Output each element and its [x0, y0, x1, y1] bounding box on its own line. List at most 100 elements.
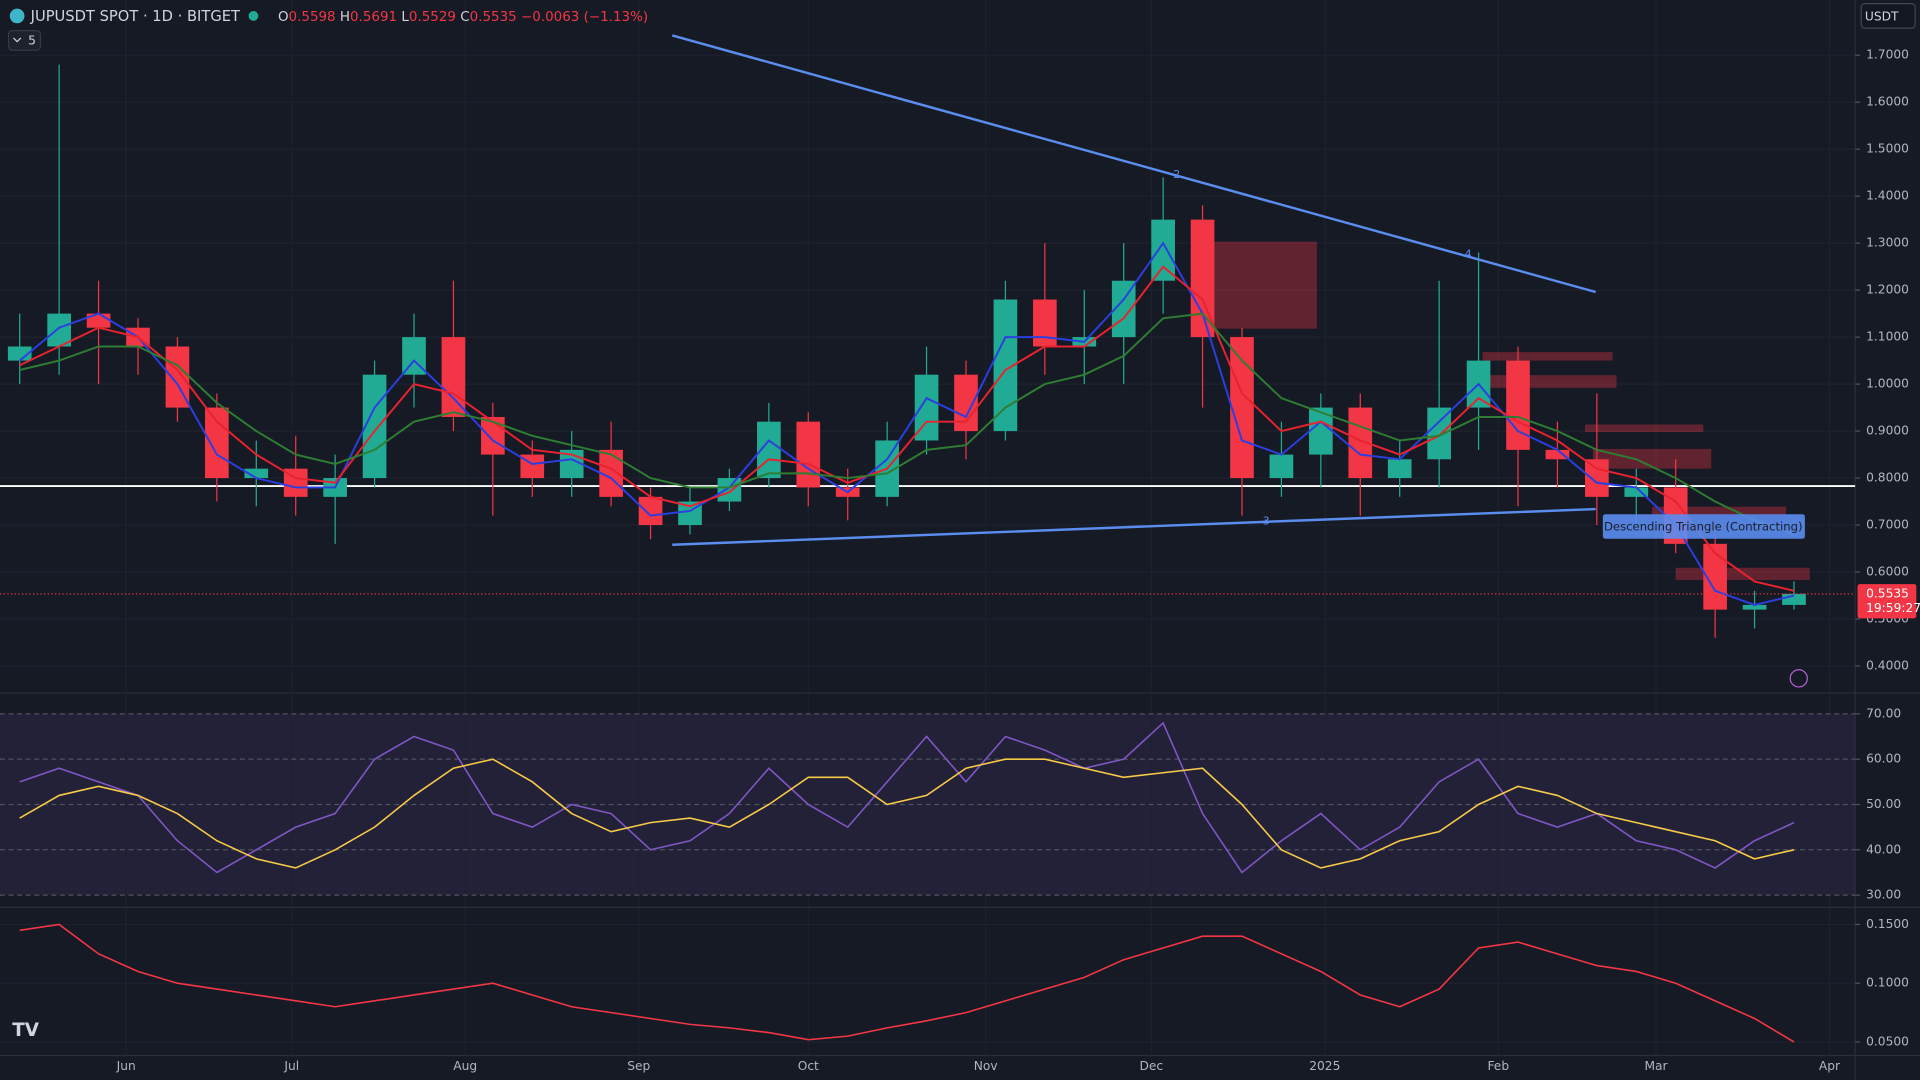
- y-tick-label: 0.1000: [1866, 976, 1909, 990]
- last-price-label: 0.5535: [1866, 586, 1909, 600]
- x-tick-label: Mar: [1644, 1059, 1668, 1073]
- y-tick-label: 1.4000: [1866, 189, 1909, 203]
- indicator-line: [19, 923, 1795, 1043]
- x-tick-label: Apr: [1819, 1059, 1841, 1073]
- ohlc-value: 0.5535: [470, 10, 517, 25]
- y-tick-label: 0.0500: [1866, 1034, 1909, 1048]
- candle-body: [638, 496, 663, 526]
- supply-zone: [1592, 448, 1712, 469]
- candle-body: [599, 449, 623, 497]
- supply-zone: [1585, 424, 1704, 433]
- supply-zone: [1482, 375, 1617, 388]
- indicator-toggle[interactable]: [7, 30, 42, 51]
- candle-body: [1506, 360, 1530, 450]
- y-tick-label: 0.8000: [1866, 471, 1909, 485]
- y-tick-label: 1.2000: [1866, 283, 1909, 297]
- countdown-label: 19:59:27: [1866, 601, 1920, 615]
- ohlc-value: 0.5529: [409, 10, 456, 25]
- candle-body: [244, 468, 269, 479]
- alert-icon[interactable]: [1789, 669, 1808, 688]
- moving-average: [19, 241, 1795, 606]
- x-tick-label: Jun: [116, 1059, 136, 1073]
- indicator-line: [19, 758, 1795, 869]
- pattern-label: Descending Triangle (Contracting): [1604, 520, 1803, 534]
- pattern-point: 2: [1173, 168, 1180, 181]
- candle-body: [717, 478, 742, 502]
- candle-body: [283, 468, 308, 497]
- y-tick-label: 1.6000: [1866, 95, 1909, 109]
- ohlc-value: 0.5691: [350, 10, 397, 25]
- y-tick-label: 0.1500: [1866, 917, 1909, 931]
- x-tick-label: Oct: [798, 1059, 819, 1073]
- candle-body: [1269, 454, 1294, 479]
- status-dot: [248, 11, 259, 21]
- pattern-box: [1602, 514, 1805, 539]
- x-tick-label: Sep: [627, 1059, 650, 1073]
- moving-average: [19, 265, 1795, 592]
- candle-body: [796, 421, 821, 488]
- y-tick-label: 0.7000: [1866, 518, 1909, 532]
- trendline: [671, 34, 1596, 294]
- candle-body: [441, 337, 466, 417]
- candle-body: [205, 407, 229, 479]
- candle-body: [1545, 449, 1570, 460]
- candle-body: [914, 374, 939, 441]
- y-tick-label: 50.00: [1866, 797, 1901, 811]
- y-tick-label: 1.0000: [1866, 377, 1909, 391]
- candle-body: [1190, 219, 1215, 338]
- x-tick-label: Nov: [974, 1059, 998, 1073]
- supply-zone: [1652, 506, 1787, 516]
- indicator-line: [19, 721, 1795, 874]
- y-tick-label: 0.9000: [1866, 424, 1909, 438]
- currency-button[interactable]: [1860, 3, 1916, 29]
- x-tick-label: Aug: [453, 1059, 477, 1073]
- indicator-count[interactable]: 5: [28, 34, 36, 48]
- y-tick-label: 0.6000: [1866, 565, 1909, 579]
- price-change: −0.0063 (−1.13%): [521, 10, 648, 25]
- trendline: [672, 507, 1596, 547]
- candle-body: [954, 374, 978, 432]
- x-tick-label: Feb: [1487, 1059, 1509, 1073]
- x-tick-label: Dec: [1139, 1059, 1163, 1073]
- y-tick-label: 60.00: [1866, 752, 1901, 766]
- logo: TV: [12, 1020, 40, 1041]
- ohlc-value: 0.5598: [289, 10, 336, 25]
- pattern-point: 4: [1465, 248, 1472, 261]
- symbol-title: JUPUSDT SPOT · 1D · BITGET: [30, 8, 241, 25]
- candle-body: [1585, 459, 1609, 497]
- moving-average: [19, 312, 1795, 536]
- candle-body: [1230, 337, 1254, 479]
- candle-body: [1033, 299, 1057, 347]
- candle-body: [993, 299, 1018, 432]
- currency-label[interactable]: USDT: [1865, 10, 1899, 24]
- ohlc-label: O: [278, 10, 289, 25]
- y-tick-label: 1.7000: [1866, 48, 1909, 62]
- y-tick-label: 1.3000: [1866, 236, 1909, 250]
- candle-body: [1782, 593, 1806, 605]
- y-tick-label: 1.1000: [1866, 330, 1909, 344]
- supply-zone: [1482, 352, 1613, 361]
- pattern-point: 3: [1263, 515, 1270, 528]
- chevron: [13, 37, 22, 43]
- candle-body: [1742, 604, 1767, 610]
- last-price-badge: [1857, 584, 1917, 619]
- candle-body: [1309, 407, 1333, 455]
- y-tick-label: 40.00: [1866, 842, 1901, 856]
- y-tick-label: 70.00: [1866, 706, 1901, 720]
- ohlc-label: C: [460, 10, 469, 25]
- ohlc-label: L: [401, 10, 409, 25]
- y-tick-label: 0.4000: [1866, 658, 1909, 672]
- y-tick-label: 1.5000: [1866, 142, 1909, 156]
- symbol-icon: [9, 8, 25, 24]
- supply-zone: [1194, 241, 1317, 329]
- x-tick-label: 2025: [1309, 1059, 1340, 1073]
- candle-body: [1427, 407, 1451, 460]
- candle-body: [1387, 459, 1412, 479]
- y-tick-label: 30.00: [1866, 888, 1901, 902]
- x-tick-label: Jul: [283, 1059, 299, 1073]
- candle-body: [7, 346, 32, 361]
- candle-body: [1151, 219, 1175, 281]
